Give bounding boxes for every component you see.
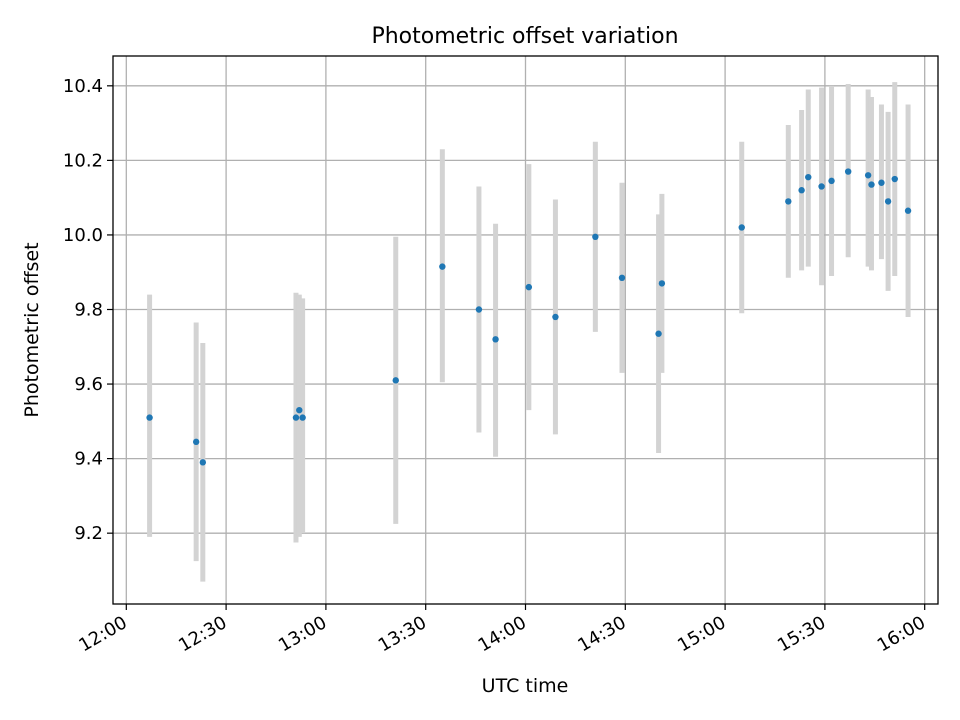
data-point — [868, 181, 875, 188]
data-point — [818, 183, 825, 190]
x-tick-label: 12:30 — [175, 612, 230, 656]
data-points — [146, 168, 912, 466]
error-bars — [147, 82, 911, 582]
x-tick-label: 12:00 — [75, 612, 130, 656]
data-point — [618, 274, 626, 282]
data-point — [878, 179, 885, 186]
data-point — [392, 377, 399, 384]
data-point — [891, 175, 898, 183]
y-axis-ticks: 9.2 9.4 9.6 9.8 10.0 10.2 10.4 — [63, 76, 113, 544]
data-point — [884, 198, 892, 205]
x-tick-label: 14:30 — [574, 612, 629, 656]
x-tick-label: 15:00 — [674, 612, 729, 656]
y-tick-label: 10.4 — [63, 76, 103, 97]
data-point — [439, 263, 446, 270]
data-point — [658, 280, 666, 287]
x-axis-ticks: 12:00 12:30 13:00 13:30 14:00 14:30 15:00 15:30… — [75, 604, 929, 656]
x-tick-label: 15:30 — [774, 612, 829, 656]
data-point — [655, 330, 662, 337]
x-tick-label: 14:00 — [475, 612, 530, 656]
data-point — [738, 224, 745, 231]
y-tick-label: 9.8 — [74, 299, 103, 320]
data-point — [805, 173, 812, 181]
grid — [113, 56, 938, 604]
data-point — [492, 336, 499, 343]
data-point — [292, 414, 300, 421]
data-point — [864, 172, 872, 179]
data-point — [552, 313, 559, 321]
data-point — [798, 187, 805, 194]
y-axis-label: Photometric offset — [21, 242, 43, 417]
data-point — [785, 198, 792, 205]
y-tick-label: 9.2 — [74, 523, 103, 544]
y-tick-label: 9.4 — [74, 449, 103, 470]
y-tick-label: 9.6 — [74, 374, 103, 395]
data-point — [844, 168, 852, 175]
data-point — [299, 414, 306, 421]
data-point — [146, 414, 153, 421]
data-point — [828, 177, 835, 185]
data-point — [199, 459, 207, 466]
x-tick-label: 13:00 — [275, 612, 330, 656]
data-point — [904, 207, 912, 214]
x-tick-label: 16:00 — [874, 612, 929, 656]
data-point — [192, 438, 200, 446]
data-point — [525, 283, 533, 291]
data-point — [592, 233, 599, 241]
y-tick-label: 10.2 — [63, 150, 103, 171]
x-axis-label: UTC time — [482, 675, 569, 697]
chart-title: Photometric offset variation — [371, 24, 678, 49]
data-point — [475, 306, 483, 313]
x-tick-label: 13:30 — [375, 612, 430, 656]
data-point — [296, 406, 303, 414]
y-tick-label: 10.0 — [63, 225, 103, 246]
